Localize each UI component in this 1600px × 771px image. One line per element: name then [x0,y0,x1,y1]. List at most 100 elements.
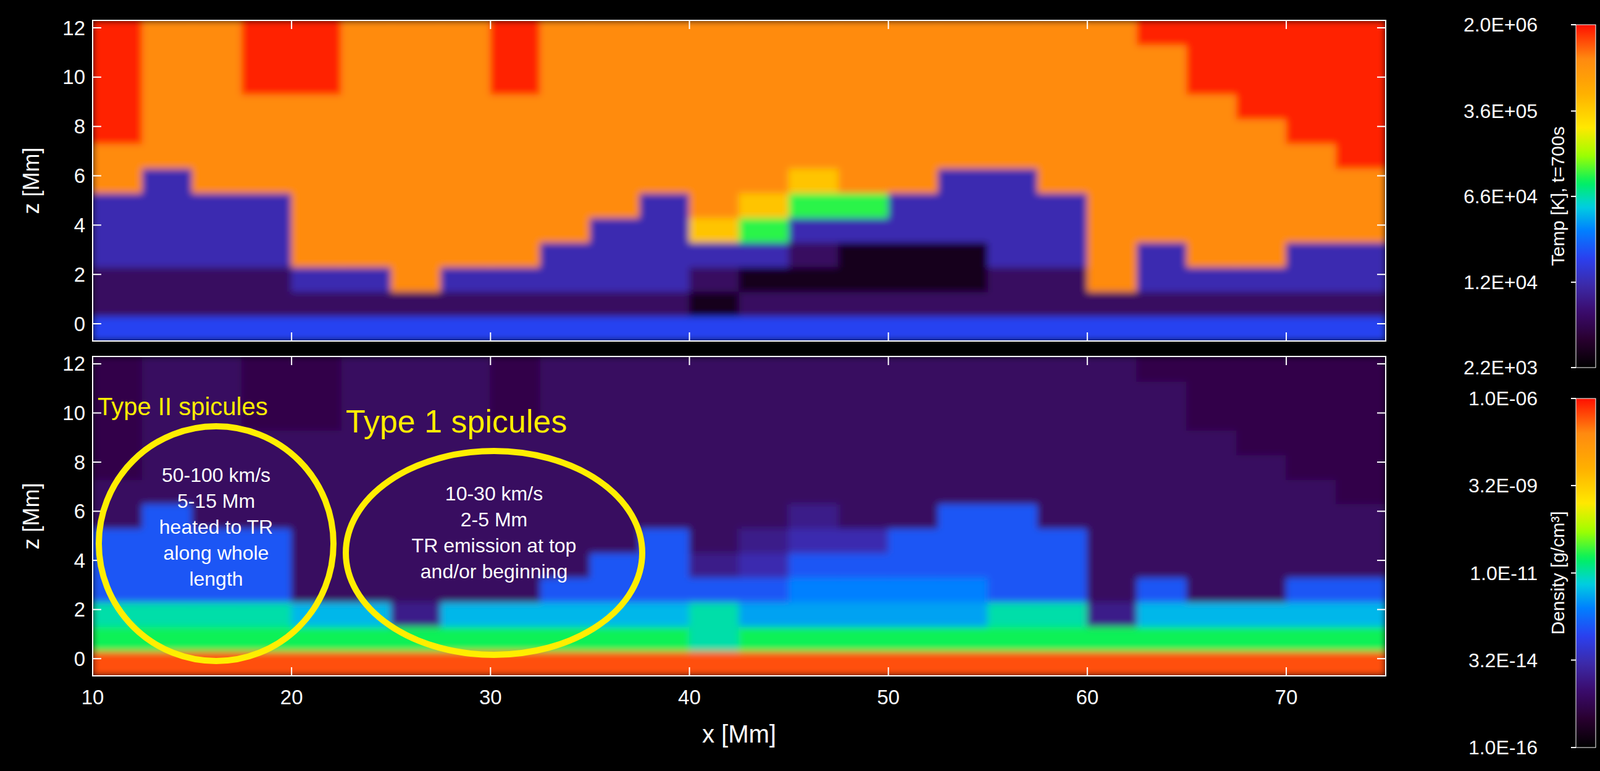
heat-cell [291,143,343,169]
y-tick-label: 12 [62,16,86,40]
heat-cell [838,143,890,169]
heat-cell [739,143,790,169]
heat-cell [92,650,143,676]
heat-cell [887,478,939,504]
colorbar [1575,24,1596,368]
heat-cell [987,356,1039,382]
heat-cell [1086,316,1138,341]
heat-cell [639,576,690,603]
x-tick-label: 10 [81,685,105,709]
heat-cell [192,217,243,243]
heat-cell [1236,44,1287,70]
heat-cell [291,93,343,120]
heat-cell [1335,405,1386,431]
heat-cell [1037,242,1089,268]
heat-cell [1086,143,1138,169]
y-tick-label: 2 [74,263,86,286]
heat-cell [142,266,193,293]
heat-cell [1335,316,1386,341]
heat-cell [142,93,193,120]
heat-cell [739,291,790,317]
heat-cell [1037,20,1089,46]
heat-cell [838,650,890,676]
heat-cell [490,143,541,169]
heat-cell [838,380,890,406]
heat-cell [689,576,740,603]
x-tick [1086,356,1089,365]
heat-cell [887,601,939,627]
heat-cell [291,429,343,456]
y-tick [92,657,102,659]
heat-cell [887,356,939,382]
heat-cell [938,429,989,456]
x-tick [290,356,293,365]
heat-cell [987,69,1039,95]
heat-cell [1285,167,1337,194]
heat-cell [490,118,541,144]
heat-cell [539,380,591,406]
y-tick-label: 0 [74,647,86,671]
annotation-text: and/or beginning [420,560,568,583]
heat-cell [689,454,740,480]
heat-cell [987,266,1039,293]
heat-cell [639,503,690,529]
heat-cell [887,552,939,579]
heat-cell [788,429,840,456]
heat-cell [788,405,840,431]
y-tick [92,273,102,275]
heat-cell [1236,192,1287,218]
heat-cell [788,143,840,169]
heat-cell [1086,242,1138,268]
heat-cell [739,167,790,194]
y-tick [92,76,102,78]
heat-cell [788,192,840,218]
y-tick [1377,27,1386,29]
heat-cell [639,478,690,504]
heat-cell [689,192,740,218]
heat-cell [639,356,690,382]
heat-cell [1335,167,1386,194]
heat-cell [987,192,1039,218]
heat-cell [192,266,243,293]
heat-cell [938,316,989,341]
heat-cell [340,356,392,382]
heat-cell [390,69,442,95]
heat-cell [987,167,1039,194]
heat-cell [887,93,939,120]
heat-cell [987,118,1039,144]
heat-cell [1136,626,1188,652]
heat-cell [241,167,293,194]
heat-cell [340,626,392,652]
heat-cell [689,316,740,341]
heat-cell [390,167,442,194]
y-tick-label: 4 [74,213,86,237]
heat-cell [1136,552,1188,579]
heat-cell [241,192,293,218]
heat-cell [938,380,989,406]
colorbar-tick-label: 3.6E+05 [1463,100,1538,123]
y-tick [1377,322,1386,325]
heat-cell [1136,69,1188,95]
heat-cell [987,552,1039,579]
heat-cell [192,316,243,341]
heat-cell [987,380,1039,406]
y-tick [1377,559,1386,561]
heat-cell [788,242,840,268]
colorbar-tick [1570,281,1576,283]
heat-cell [639,291,690,317]
heat-cell [1335,20,1386,46]
heat-cell [938,576,989,603]
heat-cell [340,93,392,120]
heat-cell [887,626,939,652]
heat-cell [390,316,442,341]
x-tick-label: 50 [876,685,900,709]
heat-cell [838,503,890,529]
heat-cell [589,69,641,95]
heat-cell [1186,380,1237,406]
heat-cell [390,93,442,120]
colorbar-tick [1570,366,1576,369]
heat-cell [838,552,890,579]
heat-cell [490,626,541,652]
heat-cell [739,380,790,406]
heat-cell [241,20,293,46]
